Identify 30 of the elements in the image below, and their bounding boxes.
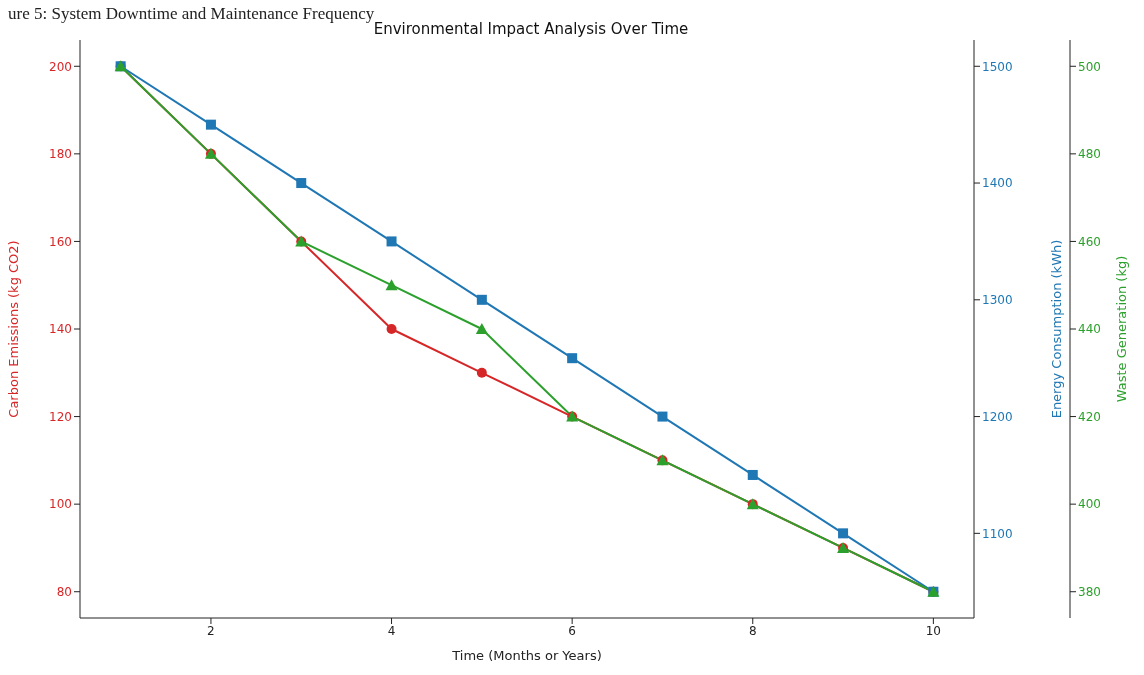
x-tick-label: 8: [748, 623, 757, 638]
x-tick-label: 4: [387, 623, 396, 638]
y3-tick-label: 480: [1078, 147, 1101, 162]
y2-tick-label: 1300: [982, 293, 1013, 308]
y-tick-label: 80: [56, 584, 72, 599]
y2-tick-label: 1400: [982, 176, 1013, 191]
x-tick-label: 6: [568, 623, 576, 638]
chart-title: Environmental Impact Analysis Over Time: [373, 20, 690, 38]
y3-tick-label: 420: [1078, 409, 1101, 424]
y3-tick-label: 500: [1078, 59, 1101, 74]
y2-tick-label: 1100: [982, 526, 1013, 541]
y-axis-title: Carbon Emissions (kg CO2): [5, 240, 21, 418]
y3-axis-title: Waste Generation (kg): [1113, 255, 1129, 403]
y3-tick-label: 440: [1078, 322, 1101, 337]
text: ure 5: System Downtime and Maintenance Frequency: [8, 4, 375, 24]
x-tick-label: 2: [207, 623, 215, 638]
y-tick-label: 180: [49, 147, 72, 162]
y-tick-label: 120: [49, 409, 72, 424]
y2-axis-title: Energy Consumption (kWh): [1048, 239, 1064, 419]
y-tick-label: 100: [49, 497, 72, 512]
y3-tick-label: 380: [1078, 584, 1101, 599]
x-axis-title: Time (Months or Years): [451, 648, 602, 663]
y-tick-label: 200: [49, 59, 72, 74]
y3-tick-label: 400: [1078, 497, 1101, 512]
y-tick-label: 160: [49, 234, 72, 249]
y-tick-label: 140: [49, 322, 72, 337]
x-tick-label: 10: [925, 623, 941, 638]
y3-tick-label: 460: [1078, 234, 1101, 249]
y2-tick-label: 1500: [982, 59, 1013, 74]
y2-tick-label: 1200: [982, 409, 1013, 424]
